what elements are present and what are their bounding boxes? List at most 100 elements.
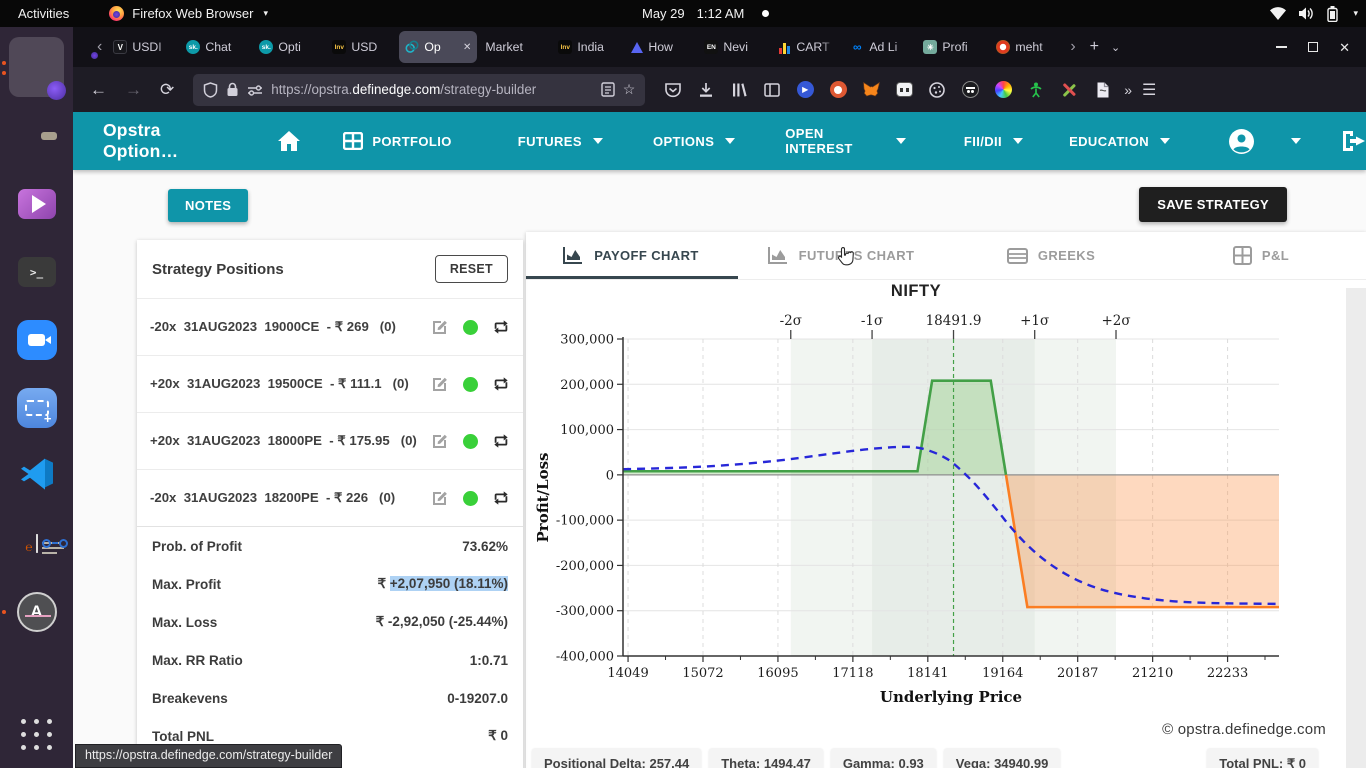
tab-futures-chart[interactable]: FUTURES CHART xyxy=(736,232,946,279)
blue-extension-icon[interactable]: ▶ xyxy=(795,80,815,100)
dock-item-zoom[interactable] xyxy=(0,306,73,374)
overflow-chevron-icon[interactable]: » xyxy=(1124,81,1132,98)
browser-tab-1[interactable]: V USDI xyxy=(107,31,178,63)
minimize-button[interactable] xyxy=(1276,46,1288,48)
tab-greeks[interactable]: GREEKS xyxy=(946,232,1156,279)
logout-button[interactable] xyxy=(1341,130,1366,152)
system-tray[interactable]: ▾ xyxy=(1270,0,1358,27)
browser-tab-3[interactable]: sk. Opti xyxy=(253,31,324,63)
activities-button[interactable]: Activities xyxy=(18,6,70,21)
stat-total-pnl: Total PNL ₹ 0 xyxy=(137,717,523,755)
nav-futures[interactable]: FUTURES xyxy=(518,134,603,149)
dock-item-appcircle[interactable]: A xyxy=(0,578,73,646)
restore-button[interactable] xyxy=(1308,42,1319,52)
home-button[interactable] xyxy=(277,130,301,152)
edit-icon[interactable] xyxy=(430,489,449,508)
sidebar-icon[interactable] xyxy=(762,80,782,100)
payoff-chart[interactable]: 300,000 200,000 100,000 0 -100,000 -200,000 -3… xyxy=(526,302,1366,722)
account-caret[interactable] xyxy=(1289,138,1301,144)
close-window-button[interactable]: ✕ xyxy=(1339,39,1350,55)
dock-item-terminal[interactable]: >_ xyxy=(0,238,73,306)
browser-tab-11[interactable]: ∞ Ad Li xyxy=(844,31,915,63)
browser-tab-13[interactable]: meht xyxy=(990,31,1061,63)
back-button[interactable]: ← xyxy=(90,79,107,99)
cookie-icon[interactable] xyxy=(927,80,947,100)
metamask-icon[interactable] xyxy=(861,80,881,100)
browser-tab-5[interactable]: Op ✕ xyxy=(399,31,478,63)
url-text[interactable]: https://opstra.definedge.com/strategy-bu… xyxy=(271,82,537,97)
close-tab-icon[interactable]: ✕ xyxy=(462,41,472,53)
browser-tab-4[interactable]: Inv USD xyxy=(326,31,397,63)
dock-item-vscode[interactable] xyxy=(0,442,73,510)
browser-tab-7[interactable]: Inv India xyxy=(552,31,623,63)
tab-p-l[interactable]: P&L xyxy=(1156,232,1366,279)
expiry-payoff-loss-line xyxy=(1004,474,1279,609)
nav-options[interactable]: OPTIONS xyxy=(653,134,736,149)
browser-tab-2[interactable]: sk. Chat xyxy=(180,31,251,63)
browser-tab-8[interactable]: How xyxy=(625,31,696,63)
dock-item-files[interactable] xyxy=(0,102,73,170)
color-wheel-icon[interactable] xyxy=(993,80,1013,100)
downloads-icon[interactable] xyxy=(696,80,716,100)
repeat-icon[interactable] xyxy=(492,489,510,507)
dock-item-reader[interactable]: ℮ xyxy=(0,510,73,578)
nav-education[interactable]: EDUCATION xyxy=(1069,134,1170,149)
new-tab-button[interactable]: + xyxy=(1089,38,1099,55)
nav-fii-dii[interactable]: FII/DII xyxy=(964,134,1024,149)
lock-icon[interactable] xyxy=(226,82,239,97)
site-title[interactable]: Opstra Option… xyxy=(103,120,179,161)
nav-open-interest[interactable]: OPEN INTEREST xyxy=(785,126,906,156)
active-toggle-icon[interactable] xyxy=(463,490,478,506)
permissions-icon[interactable] xyxy=(247,84,263,96)
browser-tab-9[interactable]: EN Nevi xyxy=(698,31,769,63)
reader-mode-icon[interactable] xyxy=(600,82,615,97)
pocket-icon[interactable] xyxy=(663,80,683,100)
page-extension-icon[interactable] xyxy=(1092,80,1112,100)
app-menu[interactable]: Firefox Web Browser ▾ xyxy=(109,6,268,21)
edit-icon[interactable] xyxy=(430,318,449,337)
save-strategy-button[interactable]: SAVE STRATEGY xyxy=(1139,187,1287,222)
row-actions xyxy=(430,375,510,394)
robot-extension-icon[interactable] xyxy=(894,80,914,100)
edit-icon[interactable] xyxy=(430,375,449,394)
tab-payoff-chart[interactable]: PAYOFF CHART xyxy=(526,232,736,279)
tab-title: Nevi xyxy=(723,40,748,54)
active-toggle-icon[interactable] xyxy=(463,376,478,392)
repeat-icon[interactable] xyxy=(492,318,510,336)
scroll-tabs-left-button[interactable]: ‹ xyxy=(97,38,103,55)
shield-icon[interactable] xyxy=(203,81,218,98)
reset-button[interactable]: RESET xyxy=(434,255,508,283)
incognito-icon[interactable] xyxy=(960,80,980,100)
nav-portfolio[interactable]: PORTFOLIO xyxy=(343,132,451,150)
show-apps-icon xyxy=(21,718,52,750)
repeat-icon[interactable] xyxy=(492,432,510,450)
forward-button[interactable]: → xyxy=(125,79,142,99)
browser-tab-12[interactable]: ✳ Profi xyxy=(917,31,988,63)
browser-tab-6[interactable]: Market xyxy=(479,31,550,63)
account-button[interactable] xyxy=(1228,128,1255,155)
crossed-tools-icon[interactable] xyxy=(1059,80,1079,100)
notes-button[interactable]: NOTES xyxy=(168,189,249,222)
scroll-tabs-right-button[interactable]: › xyxy=(1070,38,1076,55)
list-tabs-button[interactable]: ⌄ xyxy=(1111,41,1121,54)
library-icon[interactable] xyxy=(729,80,749,100)
active-toggle-icon[interactable] xyxy=(463,433,478,449)
active-toggle-icon[interactable] xyxy=(463,319,478,335)
clock[interactable]: May 29 1:12 AM xyxy=(642,0,770,27)
browser-tab-10[interactable]: CART xyxy=(771,31,842,63)
green-figure-icon[interactable] xyxy=(1026,80,1046,100)
dock-item-videos[interactable] xyxy=(0,170,73,238)
repeat-icon[interactable] xyxy=(492,375,510,393)
scroll-gutter[interactable] xyxy=(1346,288,1366,768)
hamburger-menu-icon[interactable]: ☰ xyxy=(1142,81,1157,99)
edit-icon[interactable] xyxy=(430,432,449,451)
dock-item-show-apps[interactable] xyxy=(0,700,73,768)
duckduckgo-icon[interactable] xyxy=(828,80,848,100)
reload-button[interactable]: ⟳ xyxy=(160,79,175,99)
dock-item-screenshot[interactable] xyxy=(0,374,73,442)
svg-text:14049: 14049 xyxy=(607,666,648,681)
profit-fill xyxy=(623,380,1006,475)
bookmark-star-icon[interactable]: ☆ xyxy=(622,81,636,97)
url-bar[interactable]: https://opstra.definedge.com/strategy-bu… xyxy=(193,73,646,106)
dock-item-firefox[interactable] xyxy=(0,34,73,102)
